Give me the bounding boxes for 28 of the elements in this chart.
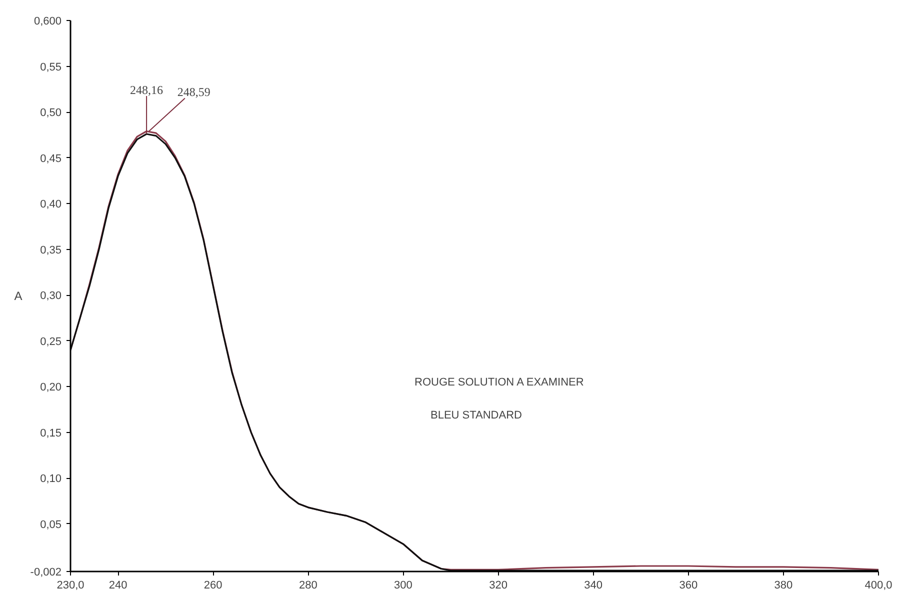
annotation: 248,16 (130, 82, 164, 97)
y-tick-label: 0,40 (40, 198, 62, 211)
y-tick-label: 0,30 (40, 290, 62, 302)
x-tick-label: 380 (774, 580, 793, 592)
y-axis-title: A (14, 289, 22, 303)
y-tick-label: 0,600 (34, 16, 62, 28)
x-tick-label: 400,0 (864, 580, 892, 592)
x-tick-label: 300 (394, 580, 412, 592)
y-tick-label: 0,10 (40, 473, 62, 486)
y-tick-label: -0,002 (30, 566, 62, 578)
annotation: ROUGE SOLUTION A EXAMINER (414, 376, 584, 388)
y-tick-label: 0,25 (40, 336, 62, 348)
x-tick-label: 280 (298, 580, 318, 592)
y-tick-label: 0,15 (40, 427, 62, 440)
x-tick-label: 360 (679, 580, 698, 592)
y-tick-label: 0,55 (40, 61, 62, 74)
annotation: 248,59 (177, 85, 210, 100)
y-tick-label: 0,20 (40, 382, 62, 394)
y-tick-label: 0,35 (40, 244, 62, 256)
x-tick-label: 320 (489, 580, 508, 592)
x-tick-label: 230,0 (56, 580, 84, 592)
y-tick-label: 0,05 (40, 518, 62, 531)
x-tick-label: 240 (108, 580, 128, 592)
y-tick-label: 0,45 (40, 152, 62, 165)
x-tick-label: 260 (204, 580, 222, 592)
x-tick-label: 340 (584, 580, 603, 592)
y-tick-label: 0,50 (40, 107, 62, 120)
annotation: BLEU STANDARD (430, 410, 522, 422)
